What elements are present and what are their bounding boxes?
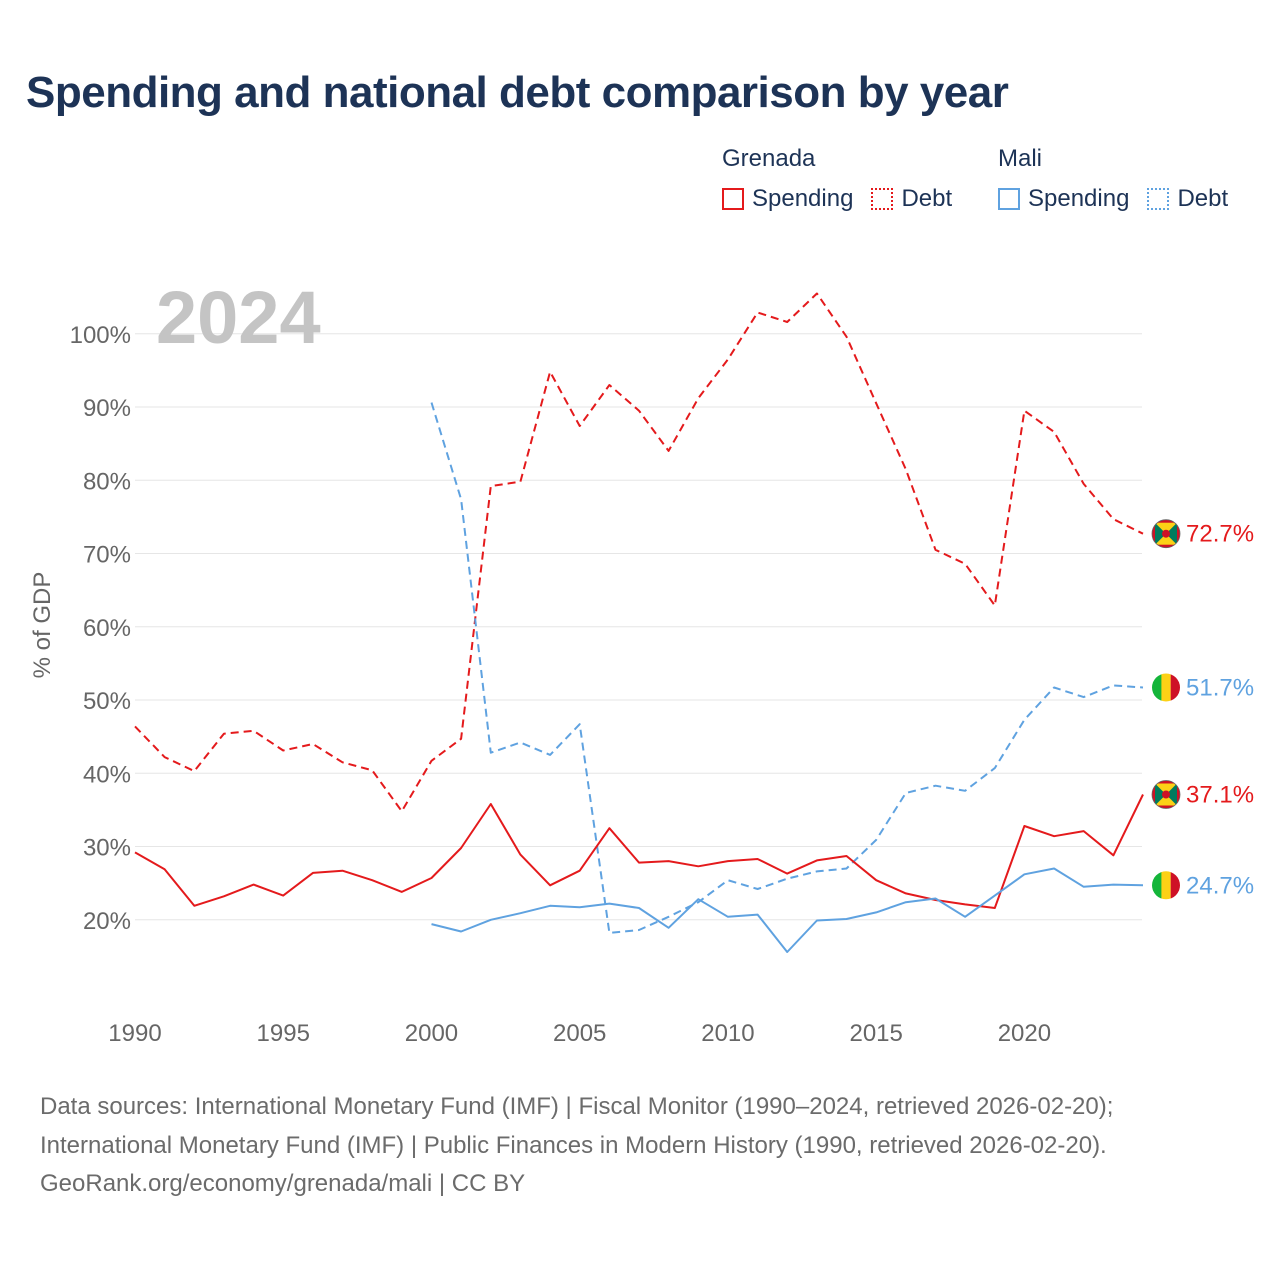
legend-item-grenada-debt[interactable]: Debt (871, 185, 952, 213)
solid-line-swatch-icon (722, 188, 744, 210)
footer-attribution: GeoRank.org/economy/grenada/mali | CC BY (40, 1170, 526, 1197)
y-axis-ticks: 20% 30% 40% 50% 60% 70% 80% 90% 100% (70, 322, 131, 935)
x-tick-label: 2000 (405, 1020, 458, 1047)
x-tick-label: 2010 (701, 1020, 754, 1047)
legend-item-mali-debt[interactable]: Debt (1147, 185, 1228, 213)
y-tick-label: 30% (83, 835, 131, 862)
end-value-label: 24.7% (1186, 872, 1254, 899)
series-line-grenada-spending (134, 794, 1144, 909)
legend-group-mali: Mali Spending Debt (998, 145, 1228, 213)
chart-title: Spending and national debt comparison by… (26, 68, 1009, 117)
x-axis-ticks: 1990 1995 2000 2005 2010 2015 2020 (108, 1020, 1051, 1047)
dotted-line-swatch-icon (871, 188, 894, 210)
dotted-line-swatch-icon (1147, 188, 1170, 210)
y-tick-label: 80% (83, 468, 131, 495)
legend-item-mali-spending[interactable]: Spending (998, 185, 1129, 213)
y-tick-label: 50% (83, 688, 131, 715)
solid-line-swatch-icon (998, 188, 1020, 210)
year-watermark: 2024 (156, 276, 321, 359)
legend-item-grenada-spending[interactable]: Spending (722, 185, 853, 213)
y-axis-label: % of GDP (29, 572, 56, 679)
end-labels: 72.7% 51.7% 37.1% 24.7% (1151, 519, 1254, 900)
x-tick-label: 2005 (553, 1020, 606, 1047)
series-line-grenada-debt (134, 292, 1144, 813)
series-line-mali-debt (430, 402, 1144, 934)
grenada-flag-icon (1151, 519, 1181, 549)
line-chart: 2024 20%30%40%50%60%70%80%90%100% 1990 19… (29, 276, 1254, 1047)
footer-source-line-1: Data sources: International Monetary Fun… (40, 1093, 1114, 1120)
x-tick-label: 1990 (108, 1020, 161, 1047)
end-value-label: 72.7% (1186, 521, 1254, 548)
mali-flag-icon (1152, 673, 1180, 702)
legend-label: Debt (901, 185, 953, 212)
end-value-label: 51.7% (1186, 675, 1254, 702)
footer: Data sources: International Monetary Fun… (40, 1088, 1113, 1204)
y-tick-label: 20% (83, 908, 131, 935)
mali-flag-icon (1152, 871, 1180, 900)
legend-label: Debt (1177, 185, 1229, 212)
series-line-mali-spending (431, 867, 1144, 953)
gridlines (135, 333, 1142, 921)
legend-label: Spending (1028, 185, 1130, 212)
end-value-label: 37.1% (1186, 781, 1254, 808)
legend-country-mali: Mali (998, 145, 1043, 172)
footer-source-line-2: International Monetary Fund (IMF) | Publ… (40, 1131, 1107, 1159)
y-tick-label: 70% (83, 542, 131, 569)
series-lines (134, 292, 1144, 953)
x-tick-label: 2015 (849, 1020, 902, 1047)
legend-country-grenada: Grenada (722, 145, 816, 172)
legend-label: Spending (752, 185, 854, 212)
x-tick-label: 1995 (257, 1020, 310, 1047)
legend-group-grenada: Grenada Spending Debt (722, 145, 970, 213)
grenada-flag-icon (1151, 780, 1181, 809)
x-tick-label: 2020 (998, 1020, 1051, 1047)
y-tick-label: 90% (83, 395, 131, 422)
y-tick-label: 100% (70, 322, 131, 349)
y-tick-label: 60% (83, 615, 131, 642)
y-tick-label: 40% (83, 761, 131, 788)
